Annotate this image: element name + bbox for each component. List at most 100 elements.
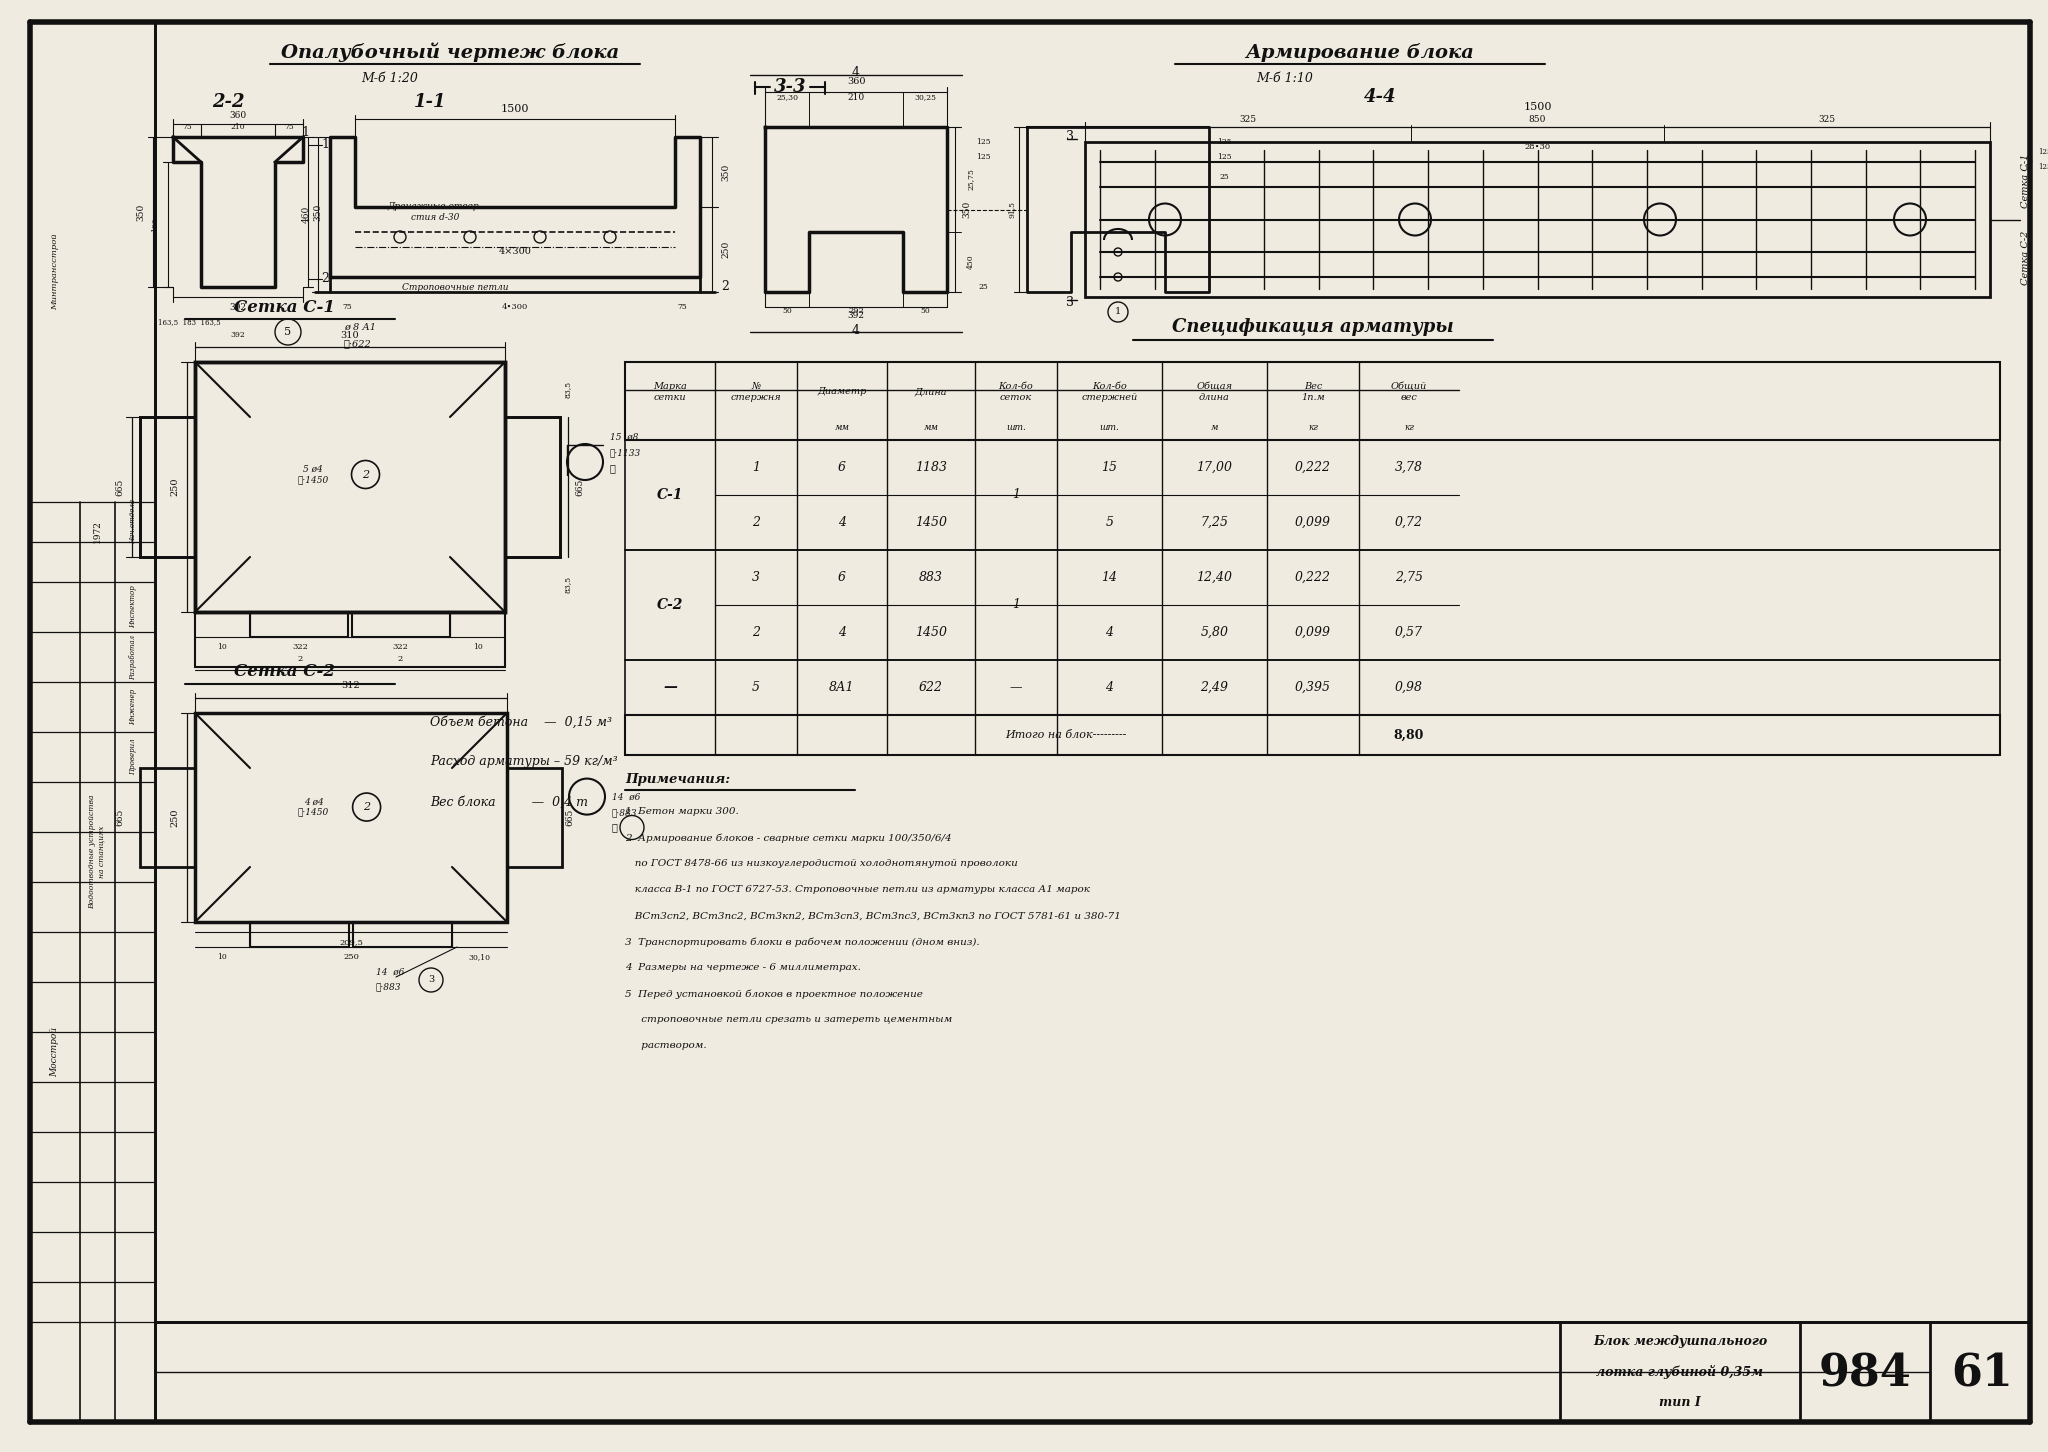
Text: 30,25: 30,25 (913, 93, 936, 102)
Text: Сетка С-1: Сетка С-1 (236, 299, 336, 315)
Text: 6: 6 (838, 571, 846, 584)
Text: Опалубочный чертеж блока: Опалубочный чертеж блока (281, 42, 618, 62)
Text: шт.: шт. (1100, 423, 1120, 431)
Text: Сетка С-2: Сетка С-2 (236, 664, 336, 681)
Text: 1: 1 (301, 125, 309, 138)
Text: строповочные петли срезать и затереть цементным: строповочные петли срезать и затереть це… (625, 1015, 952, 1025)
Bar (195, 611, 506, 666)
Text: 5  Перед установкой блоков в проектное положение: 5 Перед установкой блоков в проектное по… (625, 989, 924, 999)
Text: Общий
вес: Общий вес (1391, 382, 1427, 402)
Text: 665: 665 (565, 809, 575, 826)
Text: 0,72: 0,72 (1395, 515, 1423, 529)
Text: 2: 2 (721, 280, 729, 293)
Text: 91,5: 91,5 (2025, 154, 2034, 170)
Text: 3-3: 3-3 (774, 78, 807, 96)
Text: Марка
сетки: Марка сетки (653, 382, 686, 402)
Text: 2-2: 2-2 (211, 93, 244, 110)
Text: Диаметр: Диаметр (817, 388, 866, 396)
Text: 392: 392 (231, 331, 246, 338)
Text: 75: 75 (678, 303, 688, 311)
Text: 2,49: 2,49 (1200, 681, 1229, 694)
Text: 30,10: 30,10 (469, 953, 492, 961)
Text: —: — (664, 681, 678, 694)
Text: 10: 10 (217, 953, 227, 961)
Text: 50: 50 (920, 306, 930, 315)
Text: класса В-1 по ГОСТ 6727-53. Строповочные петли из арматуры класса А1 марок: класса В-1 по ГОСТ 6727-53. Строповочные… (625, 886, 1090, 894)
Text: Общая
длина: Общая длина (1196, 382, 1233, 402)
Bar (139, 417, 195, 558)
Text: 163,5  183  163,5: 163,5 183 163,5 (158, 318, 221, 327)
Text: 10: 10 (217, 643, 227, 650)
Text: 3: 3 (1067, 296, 1073, 308)
Text: 2: 2 (362, 469, 369, 479)
Bar (352, 611, 451, 637)
Bar (625, 440, 2001, 550)
Text: ℓ·883: ℓ·883 (377, 983, 401, 992)
Bar (352, 922, 453, 947)
Text: тип I: тип I (1659, 1395, 1702, 1408)
Text: 125: 125 (2038, 163, 2048, 171)
Text: Кол-бо
сеток: Кол-бо сеток (999, 382, 1034, 402)
Text: 4: 4 (852, 65, 860, 78)
Text: 5,80: 5,80 (1200, 626, 1229, 639)
Text: 8А1: 8А1 (829, 681, 854, 694)
Text: 83,5: 83,5 (563, 380, 571, 398)
Text: 350: 350 (137, 203, 145, 221)
Text: 25: 25 (1219, 173, 1229, 182)
Text: 250: 250 (170, 809, 180, 826)
Text: 360: 360 (229, 110, 246, 119)
Text: 665: 665 (115, 809, 125, 826)
Text: 2  Армирование блоков - сварные сетки марки 100/350/6/4: 2 Армирование блоков - сварные сетки мар… (625, 833, 952, 842)
Text: Вес блока         —  0,4 т: Вес блока — 0,4 т (430, 796, 588, 809)
Text: 28•30: 28•30 (1524, 142, 1550, 151)
Text: 350: 350 (721, 164, 731, 180)
Text: м: м (1210, 423, 1219, 431)
Text: 4•300: 4•300 (502, 303, 528, 311)
Text: 3: 3 (752, 571, 760, 584)
Text: 1  Бетон марки 300.: 1 Бетон марки 300. (625, 807, 739, 816)
Text: 15: 15 (1102, 460, 1118, 473)
Text: Водоотводные устройства
на станциях: Водоотводные устройства на станциях (88, 794, 106, 909)
Text: 350: 350 (313, 203, 322, 221)
Text: Инспектор: Инспектор (129, 585, 137, 629)
Bar (506, 417, 559, 558)
Text: 5: 5 (285, 327, 291, 337)
Text: Разработал: Разработал (129, 635, 137, 680)
Text: 2: 2 (322, 273, 330, 286)
Text: 1-1: 1-1 (414, 93, 446, 110)
Text: 4: 4 (838, 626, 846, 639)
Text: 14: 14 (1102, 571, 1118, 584)
Text: Примечания:: Примечания: (625, 774, 731, 787)
Text: Армирование блока: Армирование блока (1245, 42, 1475, 61)
Text: ø 8 А1: ø 8 А1 (344, 322, 375, 331)
Text: 0,099: 0,099 (1294, 626, 1331, 639)
Text: 210: 210 (231, 123, 246, 131)
Bar (506, 417, 559, 558)
Text: 4×300: 4×300 (498, 247, 530, 257)
Text: 2: 2 (752, 626, 760, 639)
Text: 91,5: 91,5 (1008, 200, 1016, 218)
Text: 392: 392 (848, 311, 864, 319)
Text: 10: 10 (473, 643, 483, 650)
Text: 0,57: 0,57 (1395, 626, 1423, 639)
Text: 2: 2 (752, 515, 760, 529)
Text: шт.: шт. (1006, 423, 1026, 431)
Text: 125: 125 (1217, 152, 1231, 161)
Text: 75: 75 (342, 303, 352, 311)
Text: 3: 3 (1067, 131, 1073, 144)
Text: Инженер: Инженер (129, 688, 137, 725)
Text: ℓ·622: ℓ·622 (344, 340, 371, 348)
Text: С-1: С-1 (657, 488, 684, 502)
Text: 5: 5 (1106, 515, 1114, 529)
Bar (139, 768, 195, 867)
Text: кг: кг (1309, 423, 1319, 431)
Text: кг: кг (1405, 423, 1413, 431)
Bar (195, 362, 506, 611)
Text: 312: 312 (342, 681, 360, 691)
Bar (508, 768, 561, 867)
Text: 325: 325 (1819, 115, 1835, 123)
Text: 5: 5 (752, 681, 760, 694)
Text: 15  ø8: 15 ø8 (610, 433, 639, 441)
Text: ℓ·1133: ℓ·1133 (610, 449, 641, 457)
Text: Блок междушпального: Блок междушпального (1593, 1336, 1767, 1349)
